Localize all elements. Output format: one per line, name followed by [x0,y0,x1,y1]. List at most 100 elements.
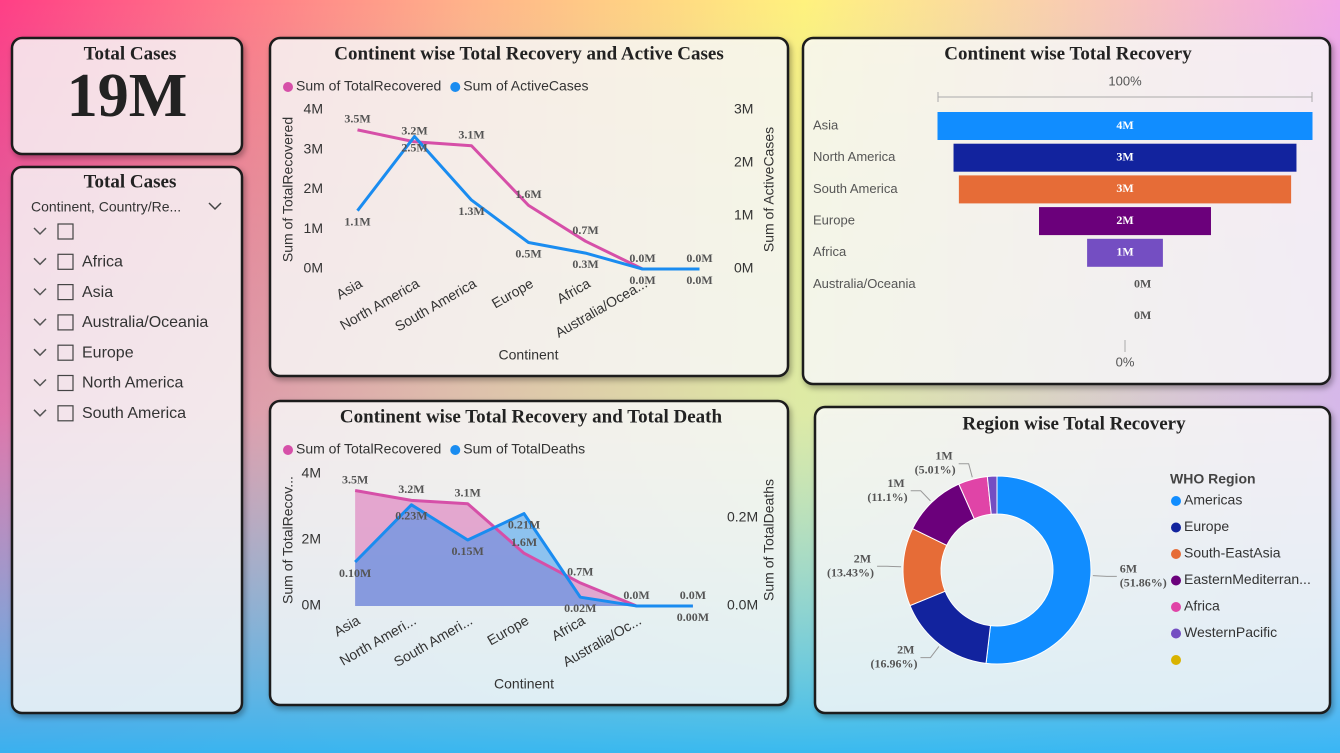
data-label: 0.23M [395,509,427,523]
data-label: 0.0M [629,251,655,265]
expand-chevron[interactable] [33,409,47,417]
series-line [354,503,693,608]
y-tick-label: 4M [304,101,323,117]
data-label: 0.0M [680,588,706,602]
legend-marker [1171,628,1181,639]
funnel-bar [1087,238,1163,267]
slicer-title: Total Cases [84,171,177,192]
chart-title: Continent wise Total Recovery [944,43,1192,64]
data-label: 3M [1116,181,1133,195]
y2-tick-label: 0.0M [727,597,758,613]
data-label: 0.0M [623,588,649,602]
legend-label: Sum of TotalRecovered [296,78,441,94]
data-label: 0.0M [629,273,655,287]
checkbox[interactable] [57,253,74,270]
x-axis-title: Continent [494,676,554,692]
y2-tick-label: 1M [734,207,753,223]
data-label: 0.10M [339,566,371,580]
data-label: 2.5M [401,140,427,154]
slicer-list: Africa Asia Australia/Oceania Europe North A… [33,223,208,422]
legend-title: WHO Region [1170,471,1256,487]
chart-title: Continent wise Total Recovery and Active… [334,43,723,64]
checkbox[interactable] [57,314,74,331]
slicer-item[interactable]: Europe [82,344,134,361]
legend-marker [283,445,293,455]
category-label: Africa [813,244,847,259]
data-label: 1.6M [515,187,541,201]
funnel-axis [937,92,1313,102]
area [355,504,693,606]
slicer-item[interactable]: Australia/Oceania [82,314,208,331]
checkbox[interactable] [57,223,74,240]
expand-chevron[interactable] [33,378,47,387]
data-label: 3.1M [458,128,484,142]
funnel-bottom-label: 0% [1116,354,1135,369]
legend-marker [1171,602,1181,612]
data-label: 0M [1134,276,1151,290]
legend-label: Africa [1184,598,1220,614]
y-tick-label: 2M [302,531,321,547]
category-label: North America [813,149,896,164]
checkbox[interactable] [57,405,74,422]
expand-chevron[interactable] [33,288,47,296]
data-label: 0M [1134,308,1151,322]
y2-axis-title: Sum of ActiveCases [761,127,777,252]
expand-chevron[interactable] [33,318,47,326]
y-tick-label: 1M [304,220,323,236]
slicer-item[interactable]: North America [82,375,183,392]
data-label: 2M (13.43%) [827,551,874,579]
checkbox[interactable] [57,374,74,392]
data-label: 3M [1116,149,1133,163]
y-tick-label: 4M [302,465,321,481]
data-label: 0.0M [686,251,712,265]
y2-tick-label: 0.2M [727,509,758,525]
data-label: 3.5M [344,112,370,126]
leader-line [1092,575,1117,577]
category-label: Australia/Oceania [813,276,916,291]
y-tick-label: 0M [304,260,323,276]
checkbox[interactable] [57,344,74,361]
category-label: South America [813,181,898,196]
series-line [356,135,700,271]
leader-line [920,646,940,659]
chart-panel [268,399,790,707]
data-label: 3.1M [455,485,481,499]
data-label: 1.6M [511,535,537,549]
data-label: 1M (11.1%) [867,476,907,504]
y-axis-title: Sum of TotalRecov... [280,476,296,604]
y2-tick-label: 3M [734,101,753,117]
y2-tick-label: 0M [734,260,753,276]
y-tick-label: 3M [304,140,323,156]
data-label: 0.02M [564,601,596,615]
y-tick-label: 0M [302,597,321,613]
data-label: 3.2M [401,124,427,138]
funnel-top-label: 100% [1108,73,1142,88]
data-label: 1.1M [344,214,370,228]
expand-chevron[interactable] [33,348,47,357]
category-label: Europe [813,213,855,228]
expand-chevron[interactable] [33,227,47,236]
data-label: 3.5M [342,472,368,486]
checkbox[interactable] [57,284,74,301]
category-label: Asia [813,117,839,132]
data-label: 1M [1116,245,1133,259]
data-label: 0.15M [452,544,484,558]
donut-slice [985,475,1092,665]
x-axis-title: Continent [499,347,559,363]
expand-chevron[interactable] [33,257,47,266]
card-title: Total Cases [84,43,177,64]
slicer-item[interactable]: Africa [82,254,123,271]
leader-line [910,490,931,502]
slicer-panel [10,165,244,715]
dropdown-chevron[interactable] [208,202,222,211]
area [355,490,693,606]
slicer-item[interactable]: Asia [82,284,113,301]
data-label: 0.3M [572,257,598,271]
y-tick-label: 2M [304,180,323,196]
leader-line [958,463,973,478]
data-label: 0.5M [515,246,541,260]
legend-label: WesternPacific [1184,624,1277,640]
slicer-item[interactable]: South America [82,405,186,422]
legend-marker [450,445,461,455]
